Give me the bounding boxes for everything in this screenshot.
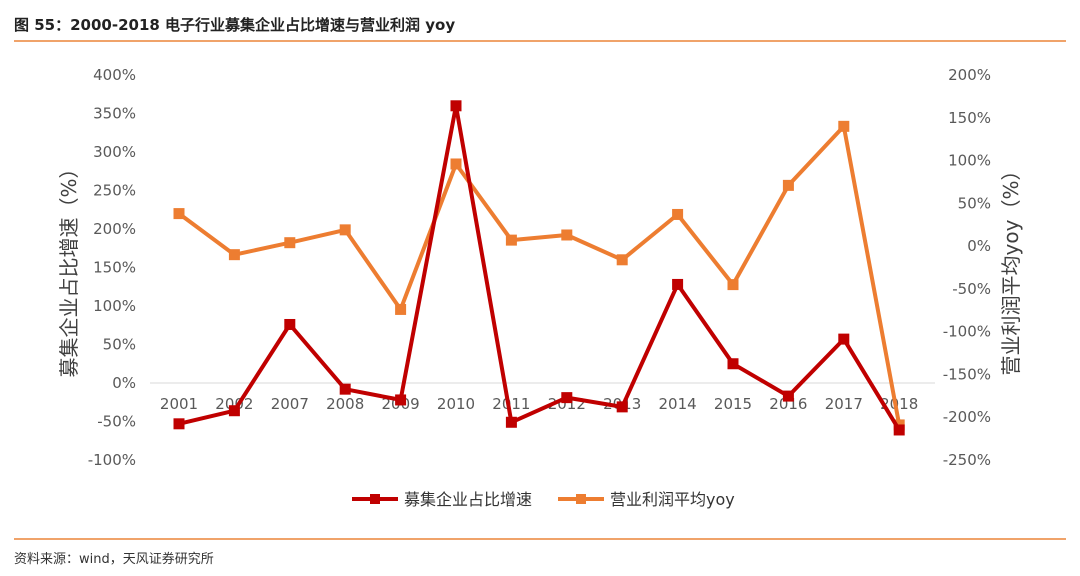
left-axis-tick-label: 300% [93,143,136,161]
series-2-point [561,229,573,241]
x-axis-tick-label: 2010 [437,395,475,413]
x-axis-tick-label: 2014 [659,395,697,413]
right-axis: 200% 150% 100% 50% 0% -50% -100% -150% -200% -250… [943,66,991,469]
left-axis-tick-label: 400% [93,66,136,84]
right-axis-tick-label: -150% [943,365,991,383]
x-axis-tick-label: 2008 [326,395,364,413]
right-axis-tick-label: -250% [943,451,991,469]
series-1-point [284,318,296,330]
series-2-point [450,158,462,170]
series-2-point [505,234,517,246]
left-axis-tick-label: 50% [103,336,136,354]
x-axis-tick-label: 2018 [880,395,918,413]
left-axis-tick-label: 250% [93,182,136,200]
series-2-point [616,254,628,266]
left-axis-tick-label: 150% [93,259,136,277]
x-axis-tick-label: 2015 [714,395,752,413]
legend-label-series-2: 营业利润平均yoy [610,490,735,509]
right-axis-tick-label: 50% [958,194,991,212]
legend-marker-series-2 [576,494,586,504]
right-axis-tick-label: 0% [967,237,991,255]
right-axis-tick-label: -100% [943,323,991,341]
left-axis-title: 募集企业占比增速（%） [57,158,81,377]
right-axis-tick-label: -50% [952,280,991,298]
x-axis-tick-label: 2017 [825,395,863,413]
left-axis-tick-label: 200% [93,220,136,238]
series-2-point [395,303,407,315]
series-1-point [672,278,684,290]
series-2-point [672,208,684,220]
source-note: 资料来源：wind，天风证券研究所 [14,552,214,567]
series-line-2 [177,124,902,427]
series-1-point [395,394,407,406]
series-layer [173,100,905,436]
footer-divider [14,538,1066,540]
left-axis-tick-label: 350% [93,105,136,123]
series-2-point [782,179,794,191]
x-axis-tick-label: 2001 [160,395,198,413]
series-1-point [505,416,517,428]
right-axis-tick-label: 100% [948,152,991,170]
series-1-point [561,392,573,404]
right-axis-title: 营业利润平均yoy（%） [999,161,1023,376]
series-1-point [173,418,185,430]
x-axis-tick-label: 2007 [271,395,309,413]
legend-marker-series-1 [370,494,380,504]
series-1-point [782,390,794,402]
x-axis-tick-label: 2011 [492,395,530,413]
series-2-point [228,249,240,261]
left-axis-tick-label: -100% [88,451,136,469]
chart-title: 图 55：2000-2018 电子行业募集企业占比增速与营业利润 yoy [14,16,456,34]
right-axis-tick-label: 150% [948,109,991,127]
left-axis-tick-label: 0% [112,374,136,392]
left-axis-tick-label: -50% [97,413,136,431]
series-1-point [450,100,462,112]
series-2-point [339,224,351,236]
left-axis-tick-label: 100% [93,297,136,315]
series-2-point [284,237,296,249]
series-line-1 [177,103,902,432]
title-divider [14,40,1066,42]
series-2-point [173,208,185,220]
series-1-point [228,405,240,417]
right-axis-tick-label: -200% [943,408,991,426]
legend: 募集企业占比增速 营业利润平均yoy [352,490,735,509]
series-1-point [616,401,628,413]
series-1-point [838,333,850,345]
series-2-point [727,279,739,291]
right-axis-tick-label: 200% [948,66,991,84]
x-axis-tick-label: 2016 [769,395,807,413]
series-1-point [339,383,351,395]
series-2-point [838,120,850,132]
series-1-point [727,358,739,370]
x-axis: 2001200220072008200920102011201220132014… [160,395,918,413]
legend-label-series-1: 募集企业占比增速 [404,490,532,509]
series-1-point [893,424,905,436]
left-axis: 400% 350% 300% 250% 200% 150% 100% 50% 0% -50% -10… [88,66,136,469]
